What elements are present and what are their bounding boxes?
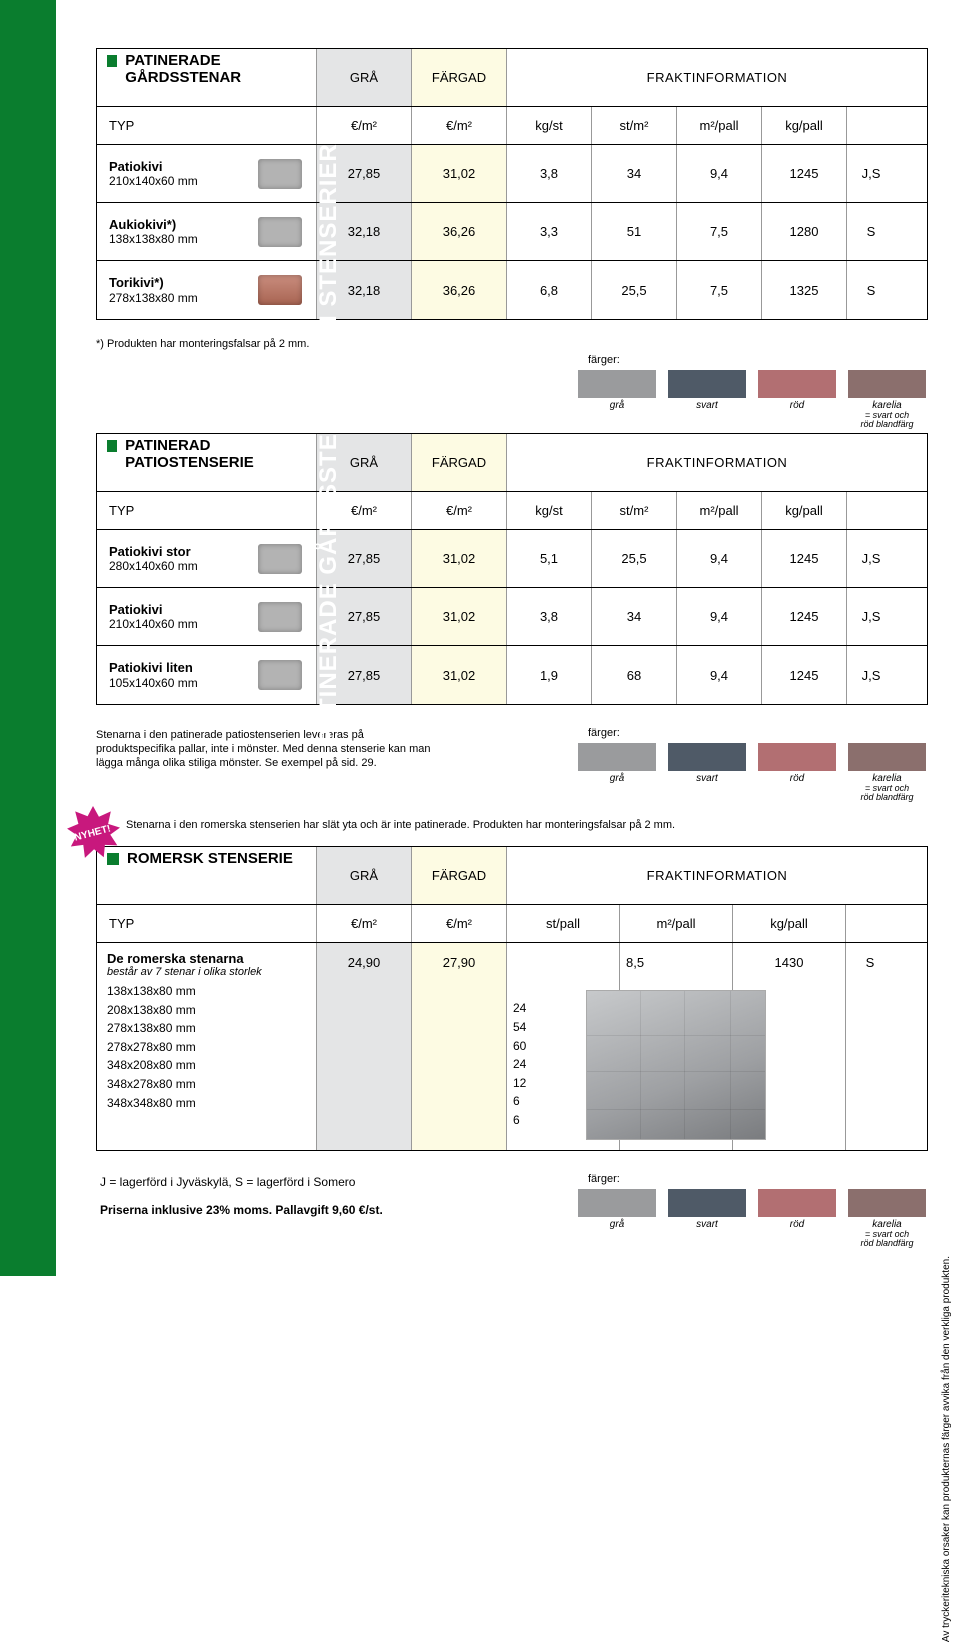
sub-typ: TYP [97, 107, 317, 144]
sub-fargad: €/m² [412, 107, 507, 144]
block2-colors: färger:gråsvartrödkarelia= svart ochröd … [436, 727, 928, 802]
sidebar: PATINERADE GÅRDSSTENAR OCH STENSERIER [0, 0, 56, 1276]
sub-typ: TYP [97, 905, 317, 942]
roman-lead-name: De romerska stenarna [107, 951, 244, 966]
content: PATINERADE GÅRDSSTENAR GRÅ FÄRGAD FRAKTI… [72, 0, 952, 1276]
sub-c2: st/m² [592, 107, 677, 144]
sidebar-title: PATINERADE GÅRDSSTENAR OCH STENSERIER [315, 143, 343, 745]
hdr-frakt: FRAKTINFORMATION [507, 434, 927, 491]
roman-image [586, 990, 766, 1140]
sub-c4: kg/pall [762, 107, 847, 144]
block-patiostenserie: PATINERAD PATIOSTENSERIE GRÅ FÄRGAD FRAK… [96, 433, 928, 705]
sub-code [846, 905, 894, 942]
block-romersk: ROMERSK STENSERIE GRÅ FÄRGAD FRAKTINFORM… [96, 846, 928, 1151]
hdr-gra: GRÅ [317, 49, 412, 106]
block3-title: ROMERSK STENSERIE [97, 847, 317, 904]
sub-c3: kg/pall [733, 905, 846, 942]
nyhet-badge: NYHET! [66, 806, 120, 860]
sub-typ: TYP [97, 492, 317, 529]
block2-title: PATINERAD PATIOSTENSERIE [97, 434, 317, 491]
sub-c4: kg/pall [762, 492, 847, 529]
roman-m2pall: 8,5 [620, 943, 733, 1150]
roman-sizes: 138x138x80 mm208x138x80 mm278x138x80 mm2… [107, 978, 196, 1112]
sub-gra: €/m² [317, 905, 412, 942]
hdr-fargad: FÄRGAD [412, 434, 507, 491]
block3-colors: färger:gråsvartrödkarelia= svart ochröd … [456, 1173, 928, 1248]
roman-gra: 24,90 [317, 943, 412, 1150]
sub-c1: st/pall [507, 905, 620, 942]
sub-code [847, 492, 895, 529]
sub-c1: kg/st [507, 492, 592, 529]
block1-title: PATINERADE GÅRDSSTENAR [97, 49, 317, 106]
roman-note: Stenarna i den romerska stenserien har s… [126, 819, 675, 831]
hdr-gra: GRÅ [317, 847, 412, 904]
hdr-fargad: FÄRGAD [412, 49, 507, 106]
sub-c3: m²/pall [677, 492, 762, 529]
hdr-frakt: FRAKTINFORMATION [507, 49, 927, 106]
sub-c2: st/m² [592, 492, 677, 529]
sub-c1: kg/st [507, 107, 592, 144]
sub-fargad: €/m² [412, 905, 507, 942]
roman-lead-desc: består av 7 stenar i olika storlek [107, 966, 262, 978]
sub-c2: m²/pall [620, 905, 733, 942]
sub-fargad: €/m² [412, 492, 507, 529]
roman-fargad: 27,90 [412, 943, 507, 1150]
sub-gra: €/m² [317, 107, 412, 144]
print-disclaimer: Av tryckeritekniska orsaker kan produkte… [941, 1256, 952, 1642]
sub-c3: m²/pall [677, 107, 762, 144]
hdr-frakt: FRAKTINFORMATION [507, 847, 927, 904]
block1-colors: färger:gråsvartrödkarelia= svart ochröd … [96, 354, 928, 429]
price-line: Priserna inklusive 23% moms. Pallavgift … [100, 1203, 456, 1217]
roman-code: S [846, 943, 894, 1150]
sub-code [847, 107, 895, 144]
hdr-fargad: FÄRGAD [412, 847, 507, 904]
block1-footnote: *) Produkten har monteringsfalsar på 2 m… [96, 338, 928, 350]
block-gardsstenar: PATINERADE GÅRDSSTENAR GRÅ FÄRGAD FRAKTI… [96, 48, 928, 320]
block2-note: Stenarna i den patinerade patiostenserie… [96, 729, 436, 770]
legend: J = lagerförd i Jyväskylä, S = lagerförd… [100, 1175, 456, 1189]
